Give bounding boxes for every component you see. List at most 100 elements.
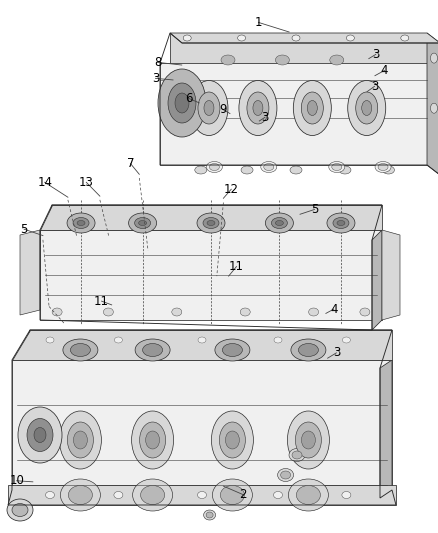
Ellipse shape bbox=[362, 101, 372, 116]
Ellipse shape bbox=[241, 166, 253, 174]
Ellipse shape bbox=[375, 161, 391, 173]
Ellipse shape bbox=[7, 499, 33, 521]
Ellipse shape bbox=[301, 92, 323, 124]
Polygon shape bbox=[380, 360, 392, 498]
Text: 5: 5 bbox=[21, 223, 28, 236]
Ellipse shape bbox=[114, 491, 123, 498]
Ellipse shape bbox=[273, 491, 283, 498]
Text: 9: 9 bbox=[219, 103, 226, 116]
Ellipse shape bbox=[332, 164, 342, 171]
Ellipse shape bbox=[276, 55, 290, 65]
Ellipse shape bbox=[274, 337, 282, 343]
Ellipse shape bbox=[301, 431, 315, 449]
Ellipse shape bbox=[298, 343, 318, 357]
Ellipse shape bbox=[138, 221, 147, 225]
Ellipse shape bbox=[237, 35, 246, 41]
Ellipse shape bbox=[360, 308, 370, 316]
Ellipse shape bbox=[223, 343, 242, 357]
Ellipse shape bbox=[309, 308, 318, 316]
Ellipse shape bbox=[215, 339, 250, 361]
Ellipse shape bbox=[203, 217, 219, 229]
Ellipse shape bbox=[333, 217, 349, 229]
Ellipse shape bbox=[198, 491, 206, 498]
Ellipse shape bbox=[348, 80, 386, 135]
Ellipse shape bbox=[198, 337, 206, 343]
Polygon shape bbox=[40, 230, 382, 320]
Polygon shape bbox=[12, 360, 392, 490]
Text: 11: 11 bbox=[94, 295, 109, 308]
Ellipse shape bbox=[131, 411, 173, 469]
Ellipse shape bbox=[212, 411, 254, 469]
Ellipse shape bbox=[219, 422, 245, 458]
Polygon shape bbox=[40, 205, 382, 230]
Ellipse shape bbox=[253, 101, 263, 116]
Ellipse shape bbox=[172, 308, 182, 316]
Ellipse shape bbox=[206, 512, 213, 518]
Ellipse shape bbox=[272, 217, 287, 229]
Text: 4: 4 bbox=[330, 303, 338, 316]
Ellipse shape bbox=[143, 343, 162, 357]
Text: 4: 4 bbox=[381, 64, 389, 77]
Text: 8: 8 bbox=[154, 56, 161, 69]
Ellipse shape bbox=[342, 491, 351, 498]
Polygon shape bbox=[170, 33, 427, 88]
Ellipse shape bbox=[67, 213, 95, 233]
Text: 3: 3 bbox=[333, 346, 340, 359]
Ellipse shape bbox=[292, 35, 300, 41]
Ellipse shape bbox=[60, 411, 102, 469]
Ellipse shape bbox=[74, 431, 88, 449]
Polygon shape bbox=[18, 330, 392, 368]
Ellipse shape bbox=[134, 217, 151, 229]
Ellipse shape bbox=[141, 486, 165, 505]
Ellipse shape bbox=[34, 427, 46, 442]
Ellipse shape bbox=[195, 166, 207, 174]
Ellipse shape bbox=[129, 213, 157, 233]
Ellipse shape bbox=[46, 337, 54, 343]
Ellipse shape bbox=[307, 101, 317, 116]
Ellipse shape bbox=[114, 337, 122, 343]
Ellipse shape bbox=[431, 53, 438, 63]
Ellipse shape bbox=[204, 510, 215, 520]
Ellipse shape bbox=[226, 431, 240, 449]
Polygon shape bbox=[160, 63, 427, 165]
Ellipse shape bbox=[206, 161, 223, 173]
Ellipse shape bbox=[356, 92, 378, 124]
Polygon shape bbox=[12, 330, 392, 360]
Ellipse shape bbox=[295, 422, 321, 458]
Ellipse shape bbox=[145, 431, 159, 449]
Ellipse shape bbox=[135, 339, 170, 361]
Ellipse shape bbox=[60, 479, 100, 511]
Text: 3: 3 bbox=[371, 80, 378, 93]
Ellipse shape bbox=[207, 221, 215, 225]
Ellipse shape bbox=[197, 213, 225, 233]
Ellipse shape bbox=[276, 221, 283, 225]
Ellipse shape bbox=[212, 479, 252, 511]
Ellipse shape bbox=[288, 479, 328, 511]
Ellipse shape bbox=[265, 213, 293, 233]
Ellipse shape bbox=[221, 55, 235, 65]
Ellipse shape bbox=[133, 479, 173, 511]
Text: 3: 3 bbox=[152, 72, 159, 85]
Text: 11: 11 bbox=[229, 260, 244, 273]
Ellipse shape bbox=[73, 217, 89, 229]
Ellipse shape bbox=[204, 101, 214, 116]
Ellipse shape bbox=[289, 448, 305, 462]
Ellipse shape bbox=[264, 164, 274, 171]
Text: 10: 10 bbox=[9, 474, 24, 487]
Text: 1: 1 bbox=[254, 16, 262, 29]
Text: 3: 3 bbox=[261, 111, 268, 124]
Ellipse shape bbox=[261, 161, 277, 173]
Polygon shape bbox=[372, 230, 382, 330]
Ellipse shape bbox=[140, 422, 166, 458]
Text: 13: 13 bbox=[79, 176, 94, 189]
Text: 14: 14 bbox=[37, 176, 52, 189]
Ellipse shape bbox=[77, 221, 85, 225]
Ellipse shape bbox=[103, 308, 113, 316]
Ellipse shape bbox=[337, 221, 345, 225]
Ellipse shape bbox=[290, 166, 302, 174]
Ellipse shape bbox=[297, 486, 321, 505]
Polygon shape bbox=[427, 33, 438, 175]
Ellipse shape bbox=[18, 407, 62, 463]
Ellipse shape bbox=[209, 164, 219, 171]
Ellipse shape bbox=[291, 339, 326, 361]
